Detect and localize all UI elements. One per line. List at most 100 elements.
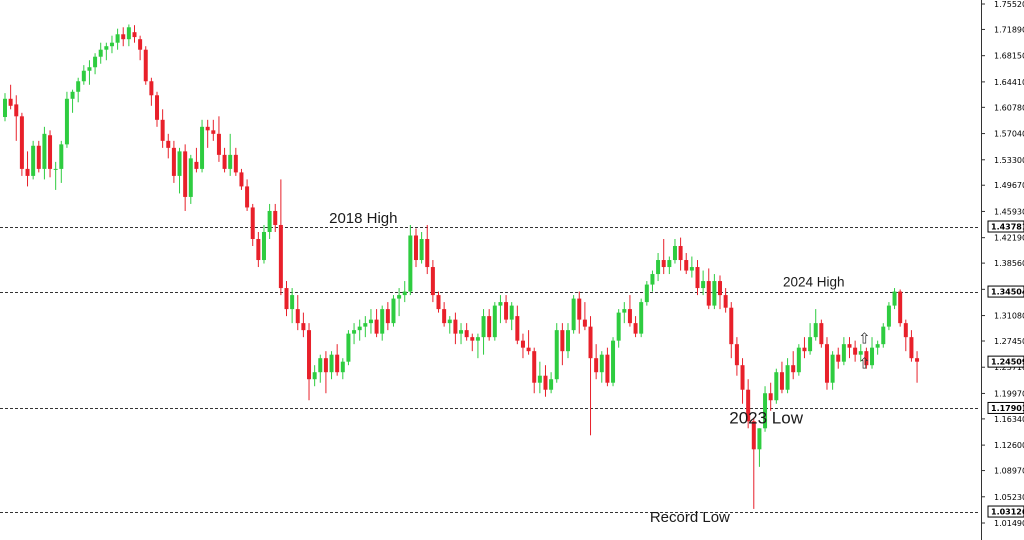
candle-down (515, 305, 520, 345)
candle-body (549, 379, 554, 390)
candle-up (200, 119, 205, 173)
candle-body (256, 238, 261, 261)
candle-up (177, 147, 182, 194)
candle-body (216, 133, 221, 155)
candle-down (284, 281, 289, 317)
candle-up (611, 337, 616, 387)
candle-body (785, 365, 790, 390)
candle-body (194, 161, 199, 169)
candle-body (802, 347, 807, 352)
candle-body (459, 330, 464, 334)
candle-up (402, 281, 407, 303)
annotation-label: 2023 Low (729, 408, 803, 427)
tick-label: 1.53300 (994, 156, 1024, 165)
candle-up (53, 161, 58, 190)
candle-body (695, 267, 700, 289)
candle-body (672, 246, 677, 261)
candle-down (582, 302, 587, 331)
candle-down (273, 203, 278, 232)
candle-body (267, 210, 272, 232)
candle-body (261, 231, 266, 261)
tick-label: 1.16340 (994, 415, 1024, 424)
candle-down (588, 316, 593, 436)
candle-down (36, 140, 41, 173)
candle-body (892, 291, 897, 306)
candle-down (740, 358, 745, 404)
candle-body (329, 354, 334, 373)
level-box (987, 285, 1024, 298)
candle-up (498, 295, 503, 324)
candle-down (245, 179, 250, 211)
candle-up (757, 428, 762, 467)
candle-body (661, 260, 666, 268)
candle-down (166, 133, 171, 159)
candle-body (729, 307, 734, 345)
level-box (987, 505, 1024, 518)
candle-body (228, 154, 233, 169)
candle-body (706, 281, 711, 306)
candle-down (256, 231, 261, 268)
level-price-label: 1.17901 (991, 404, 1024, 413)
candle-body (340, 361, 345, 373)
candle-body (295, 309, 300, 324)
candle-down (278, 179, 283, 296)
candle-down (143, 46, 148, 85)
candle-body (19, 116, 24, 169)
candle-body (3, 98, 7, 118)
candle-body (205, 126, 210, 131)
candle-down (250, 203, 255, 247)
candle-up (672, 238, 677, 264)
candle-down (14, 95, 19, 141)
candle-body (98, 49, 103, 57)
candle-up (267, 203, 272, 239)
candle-down (605, 347, 610, 387)
candle-body (374, 319, 379, 334)
candle-down (48, 130, 53, 178)
candle-body (532, 351, 537, 383)
candle-up (228, 133, 233, 176)
candle-body (31, 145, 36, 176)
candle-up (875, 340, 880, 355)
candle-body (639, 302, 644, 334)
candle-up (492, 302, 497, 341)
candle-body (453, 319, 458, 334)
candle-body (644, 284, 649, 303)
candle-down (594, 344, 599, 380)
candle-up (312, 365, 317, 387)
candle-body (791, 365, 796, 373)
candle-body (836, 354, 841, 362)
candle-body (667, 260, 672, 268)
candle-body (633, 323, 638, 334)
candle-down (532, 347, 537, 394)
candle-body (42, 133, 47, 169)
candle-up (59, 140, 64, 183)
tick-label: 1.57040 (994, 130, 1024, 139)
candle-body (751, 421, 756, 450)
candle-up (830, 351, 835, 390)
candle-body (684, 260, 689, 271)
candle-body (824, 344, 829, 383)
candle-up (87, 60, 92, 85)
candle-up (701, 270, 706, 296)
candle-body (515, 316, 520, 341)
candle-down (627, 295, 632, 327)
candle-up (380, 305, 385, 341)
level-price-box: 1.17901 (987, 401, 1024, 414)
candle-body (509, 305, 514, 320)
candle-body (594, 358, 599, 373)
candle-down (149, 77, 154, 106)
candle-body (335, 354, 340, 373)
candle-body (746, 389, 751, 422)
candle-up (447, 316, 452, 334)
candle-body (402, 291, 407, 296)
candle-body (718, 281, 723, 296)
candle-body (650, 274, 655, 285)
candle-down (903, 319, 908, 352)
candle-body (368, 319, 373, 324)
candle-down (335, 344, 340, 376)
candle-body (813, 323, 818, 338)
candle-body (819, 323, 824, 345)
candle-down (464, 323, 469, 341)
candle-down (734, 337, 739, 376)
